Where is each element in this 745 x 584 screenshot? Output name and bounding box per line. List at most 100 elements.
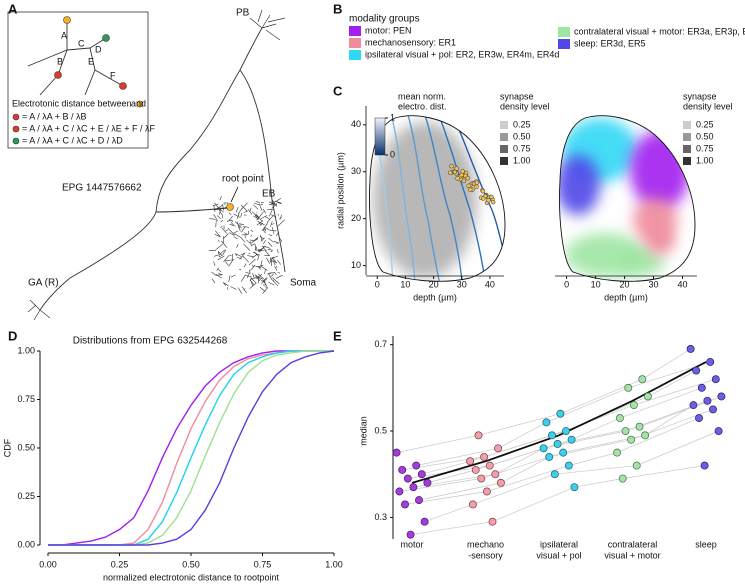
legend-label: motor: PEN bbox=[365, 25, 412, 35]
legend-label: 0.50 bbox=[696, 131, 714, 141]
formula: = A / λA + C / λC + E / λE + F / λF bbox=[22, 123, 156, 133]
point bbox=[466, 457, 475, 466]
inset-caption: Electrotonic distance between bbox=[12, 98, 132, 108]
x-tick-label: -sensory bbox=[468, 550, 503, 560]
point bbox=[706, 357, 715, 366]
legend-swatch bbox=[683, 133, 691, 141]
branch-label: B bbox=[57, 56, 63, 66]
blob bbox=[559, 155, 600, 215]
synapse bbox=[452, 169, 458, 175]
panel-label: A bbox=[8, 1, 18, 16]
legend-label: 0.25 bbox=[696, 119, 714, 129]
y-tick-label: 1.00 bbox=[17, 345, 35, 355]
outline bbox=[369, 115, 506, 282]
point bbox=[392, 448, 401, 457]
x-tick-label: 0.75 bbox=[254, 559, 272, 569]
point bbox=[717, 392, 726, 401]
synapse bbox=[481, 196, 486, 201]
x-tick-label: 0 bbox=[375, 279, 380, 289]
region-label: EB bbox=[262, 189, 276, 200]
point bbox=[542, 418, 551, 427]
branch-label: D bbox=[95, 44, 102, 54]
synapse bbox=[459, 172, 464, 178]
inset-tree bbox=[27, 20, 124, 96]
y-tick-label: 10 bbox=[351, 260, 361, 270]
point bbox=[474, 431, 483, 440]
x-tick-label: motor bbox=[400, 539, 423, 549]
point bbox=[539, 444, 548, 453]
point bbox=[613, 448, 622, 457]
synapse bbox=[490, 199, 496, 205]
point bbox=[695, 414, 703, 423]
legend-label: 0.25 bbox=[513, 119, 531, 129]
x-tick-label: 1.00 bbox=[325, 559, 343, 569]
x-tick-label: 0.25 bbox=[111, 559, 129, 569]
point bbox=[395, 487, 404, 496]
point bbox=[415, 496, 423, 505]
cdf-line bbox=[48, 350, 334, 546]
x-tick-label: 40 bbox=[485, 279, 495, 289]
x-tick-label: 40 bbox=[678, 279, 688, 289]
inset-dot bbox=[63, 16, 71, 24]
y-tick-label: 30 bbox=[351, 166, 361, 176]
synapse bbox=[474, 184, 479, 189]
point bbox=[401, 500, 409, 509]
inset-dot bbox=[12, 125, 20, 133]
point bbox=[686, 345, 695, 353]
inset-dot bbox=[119, 82, 127, 90]
colorbar-tick-label: 0 bbox=[390, 149, 395, 159]
synapse bbox=[468, 187, 473, 192]
y-tick-label: 0.3 bbox=[374, 512, 387, 522]
legend-title: synapse bbox=[683, 91, 717, 101]
point bbox=[480, 452, 489, 461]
point bbox=[485, 461, 494, 470]
legend-label: contralateral visual + motor: ER3a, ER3p… bbox=[574, 26, 745, 36]
point bbox=[553, 440, 562, 448]
x-axis-label: depth (µm) bbox=[604, 292, 648, 302]
point bbox=[621, 427, 630, 435]
synapse bbox=[465, 175, 471, 181]
y-tick-label: 0.7 bbox=[374, 339, 387, 349]
legend-title: synapse bbox=[500, 91, 534, 101]
branch-label: A bbox=[61, 30, 67, 40]
point bbox=[471, 465, 480, 474]
point bbox=[709, 405, 717, 414]
cdf-line bbox=[48, 350, 334, 546]
legend-label: ipsilateral visual + pol: ER2, ER3w, ER4… bbox=[365, 49, 559, 59]
root-arrow bbox=[230, 186, 239, 203]
synapse bbox=[460, 169, 465, 174]
point bbox=[635, 422, 644, 431]
legend-swatch bbox=[558, 27, 570, 37]
x-tick-label: visual + pol bbox=[536, 550, 581, 560]
x-tick-label: contralateral bbox=[608, 539, 658, 549]
x-tick-label: visual + motor bbox=[604, 550, 660, 560]
legend-swatch bbox=[500, 121, 508, 129]
x-tick-label: 0.50 bbox=[182, 559, 200, 569]
density-right bbox=[559, 118, 690, 277]
synapse bbox=[474, 180, 480, 185]
x-axis-label: depth (µm) bbox=[413, 292, 457, 302]
point bbox=[477, 474, 486, 483]
x-tick-label: 10 bbox=[400, 279, 410, 289]
root-point-marker bbox=[226, 203, 234, 211]
colorbar bbox=[374, 117, 386, 156]
colorbar-label: electro. dist. bbox=[398, 101, 447, 111]
point bbox=[711, 375, 720, 384]
panel-label: C bbox=[333, 83, 343, 98]
eb-tangle bbox=[208, 196, 286, 294]
y-tick-label: 0.25 bbox=[17, 491, 35, 501]
x-axis-label: normalized electrotonic distance to root… bbox=[103, 572, 280, 582]
median-line bbox=[411, 361, 707, 484]
inset-caption: and bbox=[131, 98, 146, 108]
legend-title: density level bbox=[500, 101, 550, 111]
blob bbox=[645, 225, 675, 255]
point bbox=[562, 427, 570, 435]
point bbox=[570, 483, 579, 492]
legend-label: 0.75 bbox=[696, 143, 714, 153]
point bbox=[689, 401, 698, 410]
point bbox=[468, 500, 477, 509]
formula: = A / λA + B / λB bbox=[22, 111, 87, 121]
y-axis-label: CDF bbox=[2, 438, 12, 457]
point bbox=[412, 461, 421, 470]
